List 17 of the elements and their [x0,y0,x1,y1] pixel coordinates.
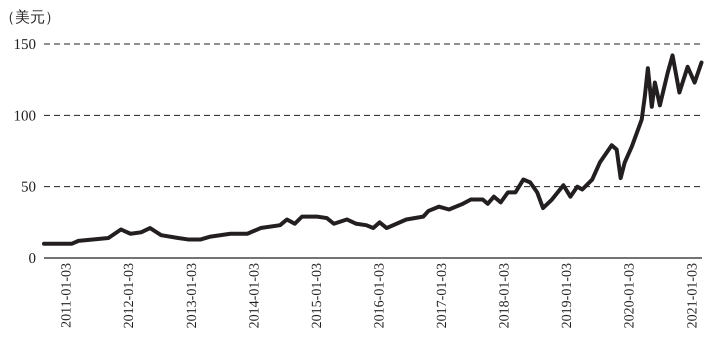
y-axis-title: （美元） [0,9,60,26]
y-tick-label: 50 [21,180,36,196]
x-tick-label: 2021-01-03 [685,263,700,328]
line-series [42,53,704,246]
x-tick-label: 2012-01-03 [122,263,138,328]
x-tick-label: 2018-01-03 [498,263,513,328]
x-tick-label: 2015-01-03 [310,263,325,328]
x-tick-label: 2016-01-03 [372,263,388,328]
x-tick-label: 2017-01-03 [435,263,450,328]
x-tick-label: 2014-01-03 [247,263,262,328]
y-tick-label: 100 [14,108,36,124]
x-tick-label: 2011-01-03 [60,263,75,328]
y-tick-label: 0 [28,251,36,267]
y-tick-label: 150 [14,37,36,53]
x-tick-label: 2020-01-03 [622,263,638,328]
x-tick-label: 2019-01-03 [560,263,576,328]
x-tick-label: 2013-01-03 [184,263,200,328]
